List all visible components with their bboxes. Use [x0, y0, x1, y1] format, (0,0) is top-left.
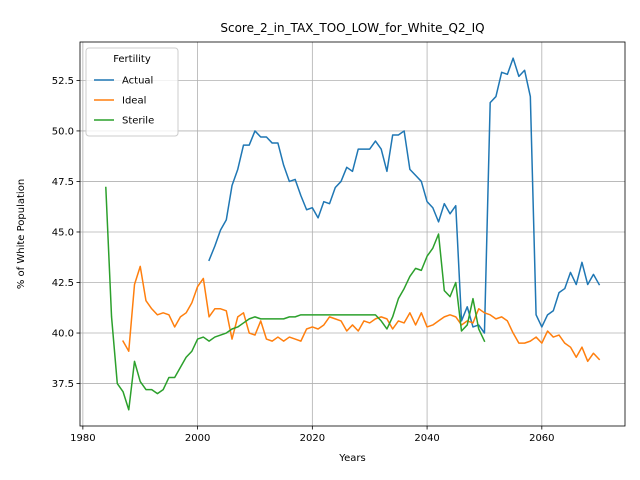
legend-label-ideal: Ideal	[122, 96, 146, 107]
x-axis: 1980 2000 2020 2040 2060	[70, 426, 555, 444]
x-tick-label: 2040	[414, 433, 439, 444]
series-line-sterile	[105, 186, 486, 411]
chart-title: Score_2_in_TAX_TOO_LOW_for_White_Q2_IQ	[220, 21, 484, 35]
x-tick-label: 2000	[185, 433, 210, 444]
y-tick-label: 40.0	[52, 329, 74, 340]
x-tick-label: 2060	[529, 433, 554, 444]
y-tick-label: 37.5	[52, 379, 74, 390]
legend-box	[85, 47, 179, 137]
y-axis: 37.5 40.0 42.5 45.0 47.5 50.0 52.5	[52, 76, 80, 390]
legend: Fertility Actual Ideal Sterile	[85, 47, 179, 137]
x-tick-label: 1980	[70, 433, 95, 444]
y-tick-label: 42.5	[52, 278, 74, 289]
x-tick-label: 2020	[300, 433, 325, 444]
legend-label-sterile: Sterile	[122, 116, 154, 127]
x-axis-label: Years	[338, 453, 365, 464]
y-tick-label: 45.0	[52, 227, 74, 238]
y-tick-label: 52.5	[52, 76, 74, 87]
plot-frame	[79, 41, 626, 427]
y-tick-label: 47.5	[52, 177, 74, 188]
legend-label-actual: Actual	[122, 76, 153, 87]
legend-entries: Actual Ideal Sterile	[94, 76, 154, 127]
grid-lines	[80, 42, 625, 426]
y-tick-label: 50.0	[52, 126, 74, 137]
series-line-ideal	[122, 265, 601, 363]
y-axis-label: % of White Population	[16, 179, 27, 289]
legend-title: Fertility	[113, 54, 151, 65]
series-layer	[105, 57, 601, 411]
series-line-actual	[208, 57, 601, 334]
